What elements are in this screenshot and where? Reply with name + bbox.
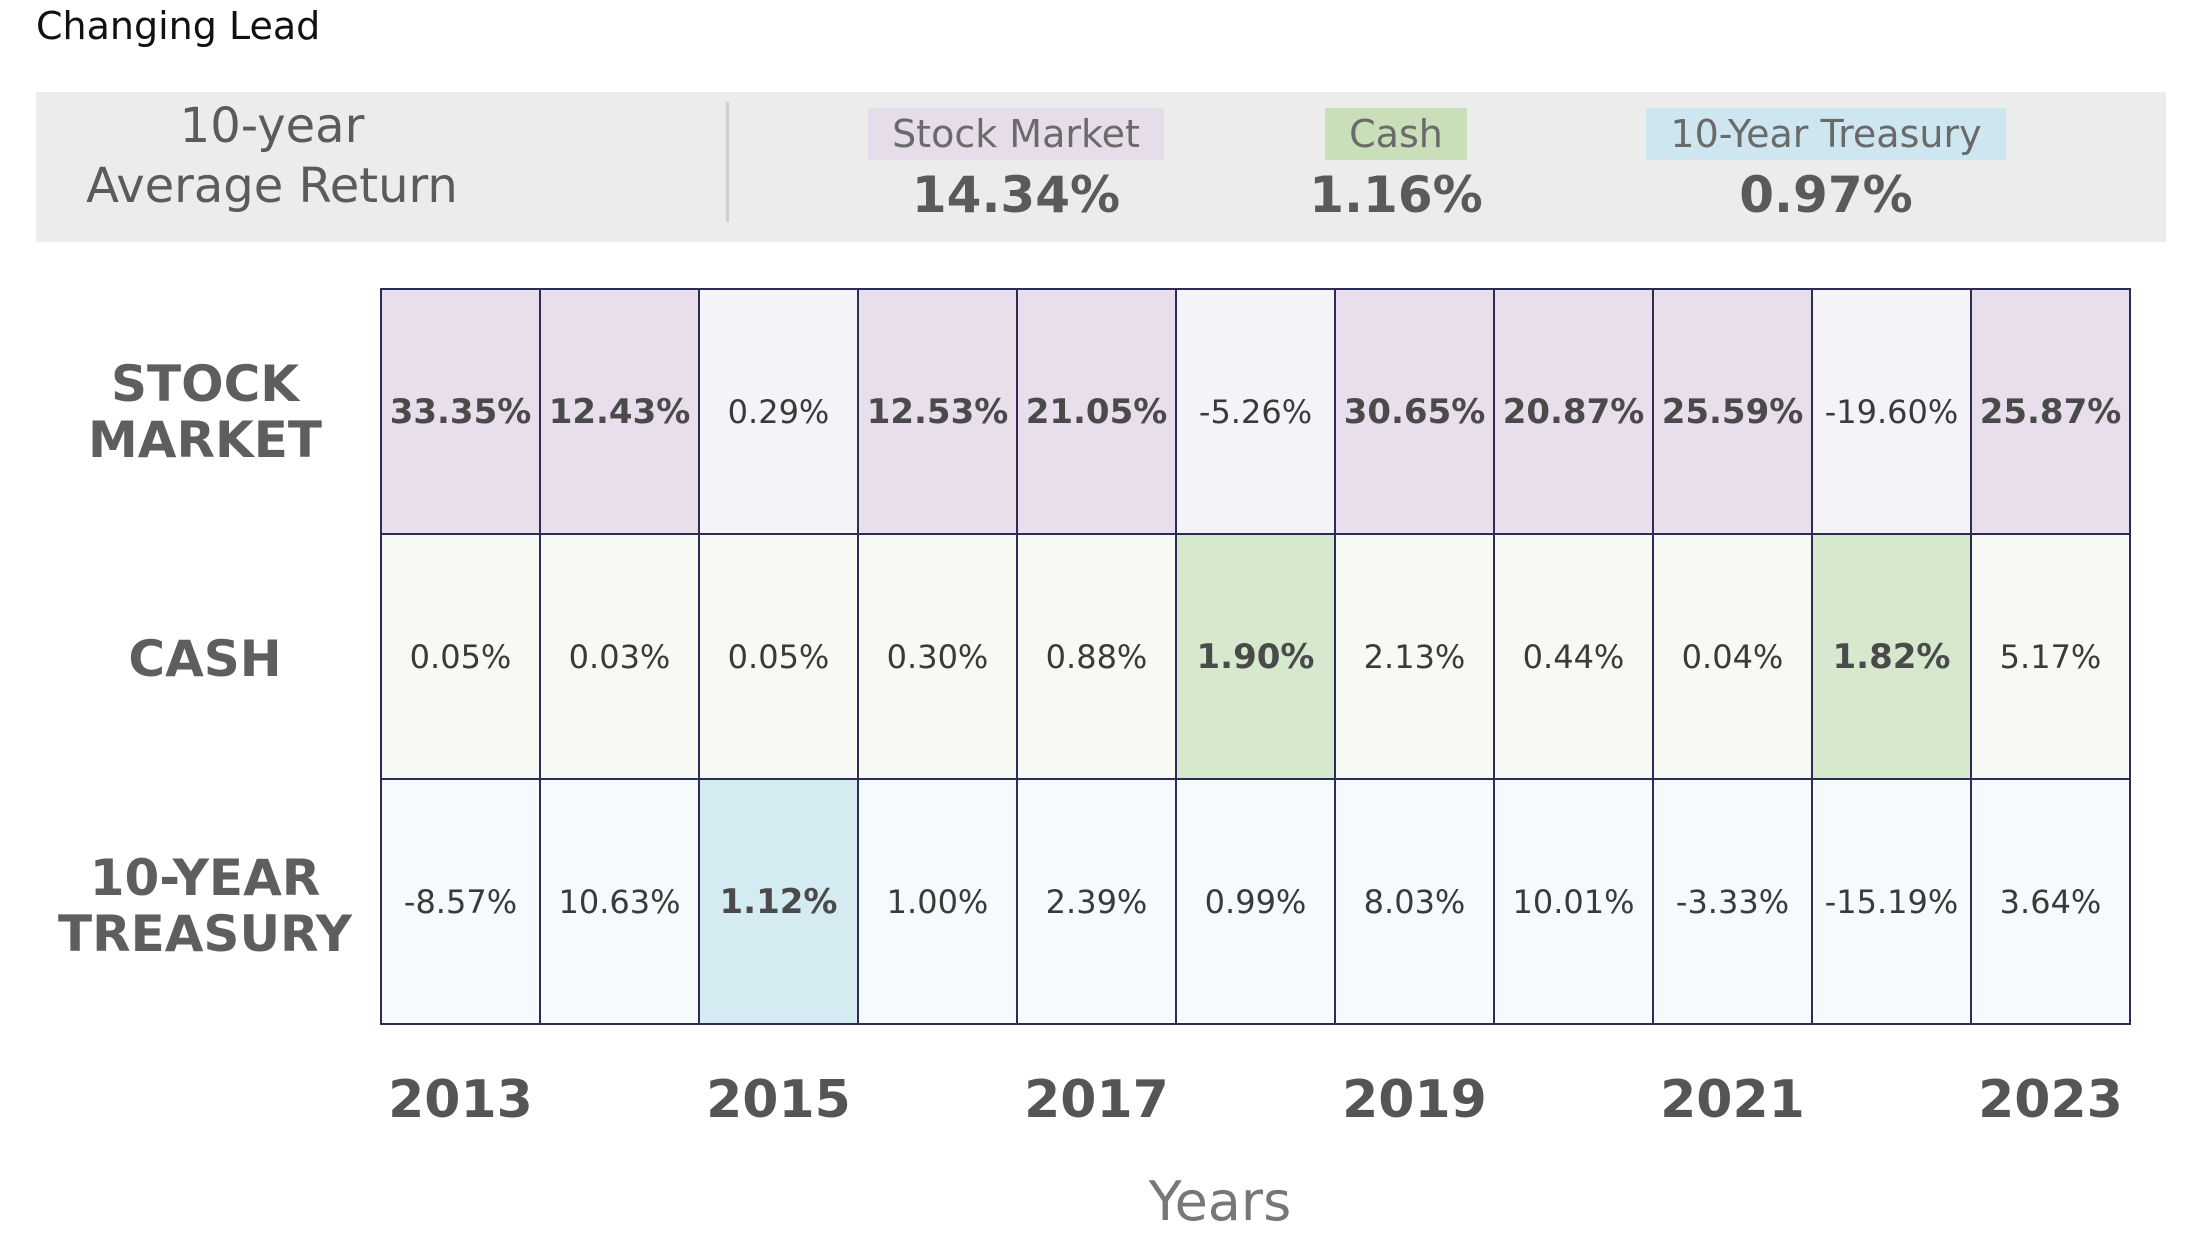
- cell-stock-market-2022: -19.60%: [1811, 288, 1972, 535]
- row-label-treasury: 10-YEAR TREASURY: [40, 850, 370, 962]
- row-label-stock-market: STOCK MARKET: [40, 356, 370, 468]
- metric-treasury: 10-Year Treasury 0.97%: [1596, 108, 2056, 224]
- row-label-line: CASH: [128, 629, 282, 688]
- x-tick-2023: 2023: [1978, 1070, 2123, 1130]
- cell-cash-2023: 5.17%: [1970, 533, 2131, 780]
- cell-cash-2022: 1.82%: [1811, 533, 1972, 780]
- cell-treasury-2015: 1.12%: [698, 778, 859, 1025]
- cell-treasury-2022: -15.19%: [1811, 778, 1972, 1025]
- metric-cash-name: Cash: [1325, 108, 1467, 160]
- cell-stock-market-2016: 12.53%: [857, 288, 1018, 535]
- row-label-cash: CASH: [40, 631, 370, 687]
- x-tick-2021: 2021: [1660, 1070, 1805, 1130]
- cell-stock-market-2018: -5.26%: [1175, 288, 1336, 535]
- cell-treasury-2020: 10.01%: [1493, 778, 1654, 1025]
- cell-treasury-2013: -8.57%: [380, 778, 541, 1025]
- cell-treasury-2018: 0.99%: [1175, 778, 1336, 1025]
- x-tick-2015: 2015: [706, 1070, 851, 1130]
- cell-cash-2019: 2.13%: [1334, 533, 1495, 780]
- cell-treasury-2016: 1.00%: [857, 778, 1018, 1025]
- cell-cash-2021: 0.04%: [1652, 533, 1813, 780]
- cell-stock-market-2020: 20.87%: [1493, 288, 1654, 535]
- row-label-line: 10-YEAR: [89, 848, 321, 907]
- summary-label-line-2: Average Return: [86, 158, 458, 214]
- x-tick-2017: 2017: [1024, 1070, 1169, 1130]
- cell-stock-market-2014: 12.43%: [539, 288, 700, 535]
- cell-stock-market-2023: 25.87%: [1970, 288, 2131, 535]
- cell-stock-market-2019: 30.65%: [1334, 288, 1495, 535]
- summary-label: 10-year Average Return: [36, 92, 868, 242]
- page-title: Changing Lead: [36, 4, 321, 48]
- metric-treasury-name: 10-Year Treasury: [1646, 108, 2006, 160]
- summary-label-line-1: 10-year: [179, 98, 365, 154]
- cell-cash-2016: 0.30%: [857, 533, 1018, 780]
- metric-stock-market-value: 14.34%: [911, 166, 1121, 224]
- cell-stock-market-2017: 21.05%: [1016, 288, 1177, 535]
- x-tick-2013: 2013: [388, 1070, 533, 1130]
- cell-treasury-2017: 2.39%: [1016, 778, 1177, 1025]
- cell-treasury-2021: -3.33%: [1652, 778, 1813, 1025]
- row-label-line: STOCK: [110, 354, 300, 413]
- cell-treasury-2014: 10.63%: [539, 778, 700, 1025]
- cell-treasury-2019: 8.03%: [1334, 778, 1495, 1025]
- metric-stock-market: Stock Market 14.34%: [796, 108, 1236, 224]
- metric-cash: Cash 1.16%: [1276, 108, 1516, 224]
- x-axis-title: Years: [1148, 1170, 1292, 1233]
- row-label-line: TREASURY: [57, 904, 353, 963]
- summary-divider: [726, 102, 729, 222]
- row-label-line: MARKET: [88, 410, 322, 469]
- metric-treasury-value: 0.97%: [1739, 166, 1913, 224]
- cell-stock-market-2015: 0.29%: [698, 288, 859, 535]
- cell-cash-2020: 0.44%: [1493, 533, 1654, 780]
- cell-cash-2015: 0.05%: [698, 533, 859, 780]
- average-return-summary: 10-year Average Return Stock Market 14.3…: [36, 92, 2166, 242]
- cell-cash-2013: 0.05%: [380, 533, 541, 780]
- cell-cash-2014: 0.03%: [539, 533, 700, 780]
- cell-treasury-2023: 3.64%: [1970, 778, 2131, 1025]
- x-tick-2019: 2019: [1342, 1070, 1487, 1130]
- cell-stock-market-2013: 33.35%: [380, 288, 541, 535]
- cell-cash-2017: 0.88%: [1016, 533, 1177, 780]
- cell-cash-2018: 1.90%: [1175, 533, 1336, 780]
- cell-stock-market-2021: 25.59%: [1652, 288, 1813, 535]
- metric-stock-market-name: Stock Market: [868, 108, 1164, 160]
- metric-cash-value: 1.16%: [1309, 166, 1483, 224]
